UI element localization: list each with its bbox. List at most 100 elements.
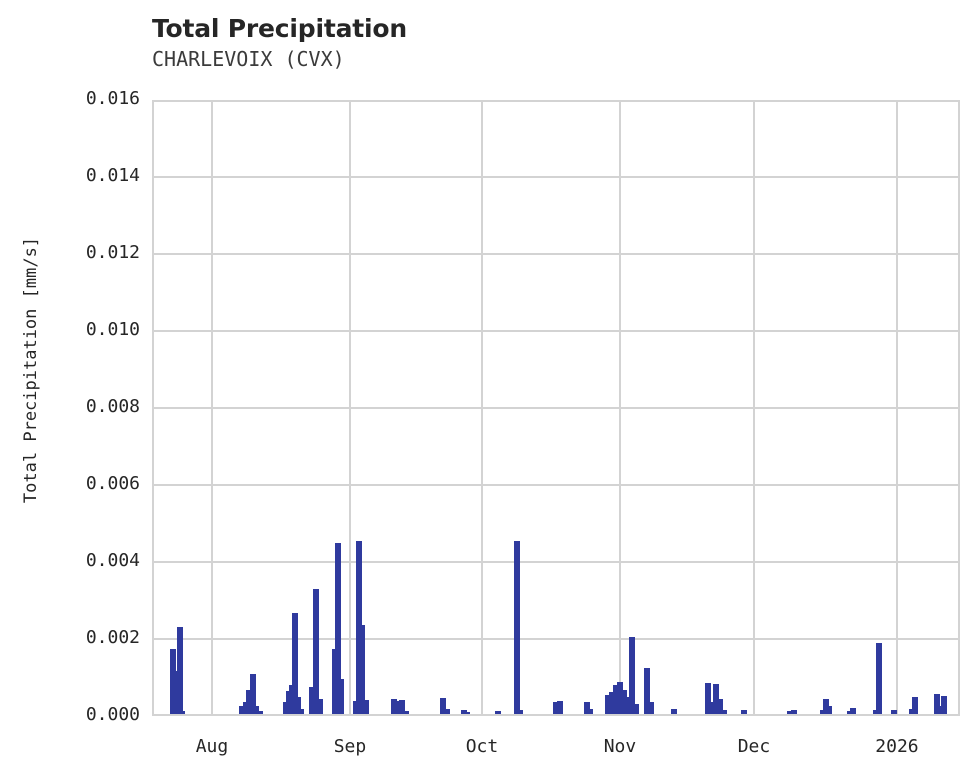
bar-series-total-precipitation bbox=[152, 100, 960, 716]
bar bbox=[604, 694, 611, 714]
y-tick-label: 0.006 bbox=[85, 473, 140, 494]
bar bbox=[514, 540, 521, 714]
bar bbox=[443, 709, 450, 714]
bar bbox=[712, 683, 719, 714]
bar bbox=[908, 709, 915, 714]
x-tick-label: Sep bbox=[333, 736, 367, 757]
y-tick-label: 0.016 bbox=[85, 88, 140, 109]
bar bbox=[937, 706, 944, 714]
bar bbox=[826, 706, 833, 714]
bar bbox=[616, 682, 623, 714]
bar bbox=[872, 710, 879, 714]
bar bbox=[704, 683, 711, 714]
title-block: Total Precipitation CHARLEVOIX (CVX) bbox=[152, 14, 852, 72]
gridline-horizontal bbox=[152, 407, 960, 409]
bar bbox=[402, 710, 409, 714]
bar bbox=[464, 712, 471, 714]
y-tick-label: 0.014 bbox=[85, 165, 140, 186]
bar bbox=[295, 696, 301, 714]
bar bbox=[911, 696, 918, 714]
bar bbox=[358, 625, 365, 714]
gridline-horizontal bbox=[152, 330, 960, 332]
gridline-vertical bbox=[348, 100, 351, 716]
bar bbox=[313, 588, 320, 714]
x-tick-label: Nov bbox=[603, 736, 637, 757]
bar bbox=[335, 542, 341, 714]
bar bbox=[934, 693, 941, 714]
gridline-horizontal bbox=[152, 484, 960, 486]
bar bbox=[390, 698, 397, 714]
bar bbox=[557, 701, 564, 714]
x-tick-label: Aug bbox=[195, 736, 229, 757]
bar bbox=[170, 648, 176, 714]
x-tick-label: 2026 bbox=[875, 736, 919, 757]
bar bbox=[620, 690, 627, 714]
y-tick-label: 0.000 bbox=[85, 704, 140, 725]
gridline-horizontal bbox=[152, 253, 960, 255]
bar bbox=[297, 709, 304, 714]
bar bbox=[257, 710, 264, 714]
gridline-vertical bbox=[480, 100, 483, 716]
bar bbox=[721, 710, 728, 714]
gridline-vertical bbox=[752, 100, 755, 716]
bar bbox=[177, 627, 184, 714]
y-tick-label: 0.002 bbox=[85, 627, 140, 648]
bar bbox=[670, 709, 677, 714]
bar bbox=[517, 710, 524, 714]
bar bbox=[250, 673, 256, 714]
y-tick-label: 0.008 bbox=[85, 396, 140, 417]
bar bbox=[628, 637, 635, 714]
bar bbox=[822, 698, 829, 714]
bar bbox=[847, 710, 854, 714]
bar bbox=[940, 695, 947, 714]
bar bbox=[819, 710, 826, 714]
bar bbox=[179, 711, 186, 714]
bar bbox=[439, 697, 446, 714]
gridline-horizontal bbox=[152, 176, 960, 178]
bar bbox=[362, 699, 369, 714]
bar bbox=[252, 705, 259, 714]
bar bbox=[612, 685, 619, 714]
bar bbox=[586, 709, 593, 714]
plot-area bbox=[152, 100, 960, 716]
y-axis-label: Total Precipitation [mm/s] bbox=[21, 236, 41, 504]
page-title: Total Precipitation bbox=[152, 14, 407, 43]
gridline-vertical bbox=[210, 100, 213, 716]
bar bbox=[553, 701, 559, 714]
bar bbox=[791, 710, 798, 714]
bar bbox=[632, 704, 639, 714]
bar bbox=[460, 710, 467, 714]
gridline-vertical bbox=[895, 100, 898, 716]
gridline-horizontal bbox=[152, 561, 960, 563]
x-tick-label: Dec bbox=[737, 736, 771, 757]
bar bbox=[308, 687, 315, 714]
bar bbox=[890, 710, 897, 714]
bar bbox=[292, 613, 299, 714]
bar bbox=[239, 705, 245, 714]
y-tick-label: 0.012 bbox=[85, 242, 140, 263]
bar bbox=[787, 710, 794, 714]
gridline-vertical bbox=[618, 100, 621, 716]
x-tick-label: Oct bbox=[465, 736, 499, 757]
y-tick-label: 0.004 bbox=[85, 550, 140, 571]
bar bbox=[398, 699, 405, 714]
bar bbox=[337, 679, 344, 714]
bar bbox=[876, 642, 883, 714]
bar bbox=[394, 700, 401, 714]
bar bbox=[850, 708, 857, 714]
bar bbox=[708, 702, 715, 714]
bar bbox=[624, 696, 631, 714]
bar bbox=[608, 691, 615, 714]
y-tick-label: 0.010 bbox=[85, 319, 140, 340]
bar bbox=[245, 689, 252, 714]
bar bbox=[583, 702, 590, 714]
bar bbox=[648, 702, 655, 714]
gridline-horizontal bbox=[152, 638, 960, 640]
bar bbox=[494, 710, 501, 714]
bar bbox=[741, 710, 748, 714]
bar bbox=[644, 667, 651, 714]
chart-subtitle: CHARLEVOIX (CVX) bbox=[152, 47, 345, 71]
bar bbox=[717, 699, 724, 714]
bar bbox=[316, 698, 323, 714]
